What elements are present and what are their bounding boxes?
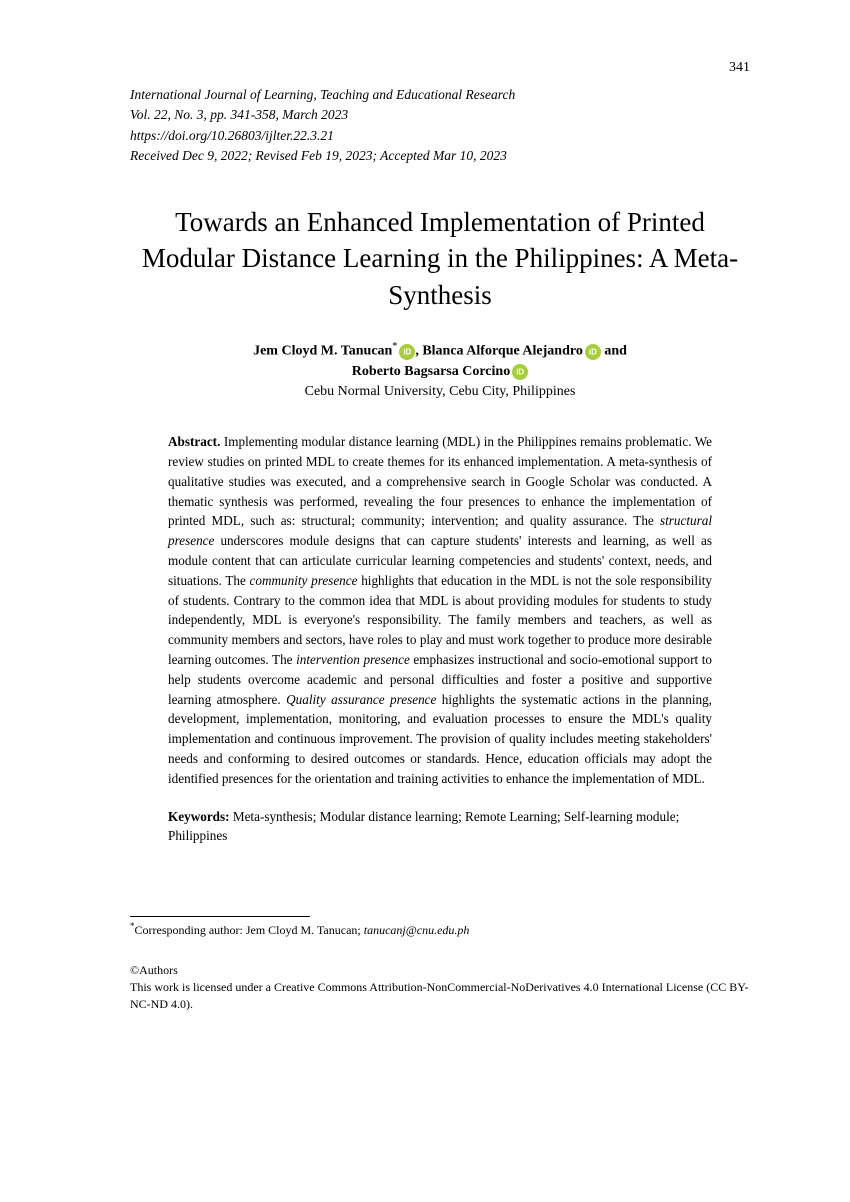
journal-name: International Journal of Learning, Teach… <box>130 85 750 105</box>
abstract-label: Abstract. <box>168 434 220 449</box>
abstract-em-4: Quality assurance presence <box>286 692 436 707</box>
page-number: 341 <box>729 60 750 76</box>
orcid-icon[interactable] <box>512 364 528 380</box>
abstract: Abstract. Implementing modular distance … <box>168 432 712 788</box>
keywords-text: Meta-synthesis; Modular distance learnin… <box>168 809 679 844</box>
journal-info: International Journal of Learning, Teach… <box>130 85 750 166</box>
affiliation: Cebu Normal University, Cebu City, Phili… <box>130 384 750 400</box>
copyright-license: This work is licensed under a Creative C… <box>130 979 750 1013</box>
author-1-sup: * <box>392 341 397 352</box>
authors-line-1: Jem Cloyd M. Tanucan* , Blanca Alforque A… <box>130 341 750 360</box>
journal-doi: https://doi.org/10.26803/ijlter.22.3.21 <box>130 126 750 146</box>
corresponding-text: Corresponding author: Jem Cloyd M. Tanuc… <box>135 923 364 937</box>
footer-divider <box>130 916 310 917</box>
authors-line-2: Roberto Bagsarsa Corcino <box>130 364 750 380</box>
abstract-em-2: community presence <box>250 573 358 588</box>
copyright-authors: ©Authors <box>130 962 750 979</box>
page-container: 341 International Journal of Learning, T… <box>0 0 850 1063</box>
journal-volume: Vol. 22, No. 3, pp. 341-358, March 2023 <box>130 105 750 125</box>
abstract-em-3: intervention presence <box>296 652 410 667</box>
article-title: Towards an Enhanced Implementation of Pr… <box>130 204 750 313</box>
keywords: Keywords: Meta-synthesis; Modular distan… <box>168 807 712 847</box>
author-3-name: Roberto Bagsarsa Corcino <box>352 364 510 379</box>
keywords-label: Keywords: <box>168 809 230 824</box>
abstract-text-1: Implementing modular distance learning (… <box>168 434 712 528</box>
orcid-icon[interactable] <box>585 344 601 360</box>
corresponding-author: *Corresponding author: Jem Cloyd M. Tanu… <box>130 921 750 938</box>
copyright: ©Authors This work is licensed under a C… <box>130 962 750 1012</box>
journal-dates: Received Dec 9, 2022; Revised Feb 19, 20… <box>130 146 750 166</box>
authors-and: and <box>601 344 627 359</box>
author-1-name: Jem Cloyd M. Tanucan <box>253 344 392 359</box>
orcid-icon[interactable] <box>399 344 415 360</box>
corresponding-email: tanucanj@cnu.edu.ph <box>364 923 470 937</box>
author-2-name: , Blanca Alforque Alejandro <box>415 344 583 359</box>
